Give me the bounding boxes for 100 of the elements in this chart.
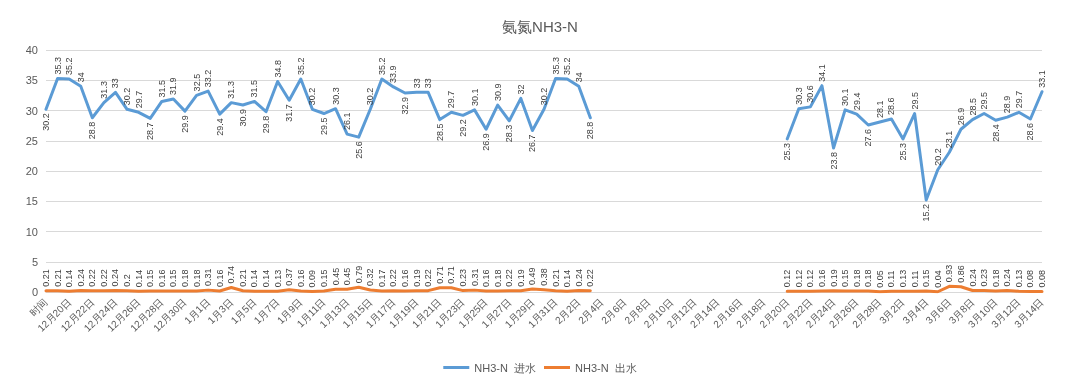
data-label: 29.7 [446, 90, 457, 109]
data-label: 28.5 [434, 123, 445, 142]
data-label: 0.37 [284, 268, 295, 286]
data-label: 0.22 [98, 269, 109, 287]
data-label: 29.4 [214, 118, 225, 136]
data-label: 29.5 [979, 91, 990, 110]
y-tick-label: 35 [25, 74, 38, 87]
data-label: 30.9 [492, 83, 503, 102]
data-label: 34 [573, 72, 584, 83]
data-label: 34.1 [816, 64, 827, 82]
data-label: 30.3 [793, 87, 804, 105]
y-tick-label: 25 [25, 134, 38, 147]
data-label: 0.15 [840, 269, 851, 288]
data-label: 31.3 [226, 81, 237, 99]
data-label: 30.1 [840, 88, 851, 106]
data-label: 28.6 [886, 97, 897, 115]
data-label: 0.04 [932, 270, 943, 288]
data-label: 26.1 [342, 112, 353, 131]
data-label: 0.15 [921, 269, 932, 288]
data-label: 30.2 [122, 87, 133, 106]
data-label: 0.08 [1025, 269, 1036, 288]
data-label: 0.16 [816, 269, 827, 288]
data-label: 0.21 [41, 269, 51, 287]
data-label: 0.2 [122, 274, 133, 287]
data-label: 0.45 [330, 267, 341, 286]
data-label: 31.7 [284, 104, 295, 122]
data-label: 30.2 [539, 87, 549, 106]
legend-label: NH3-N 进水 [474, 361, 537, 374]
data-label: 0.19 [411, 269, 422, 287]
data-label: 35.2 [376, 57, 387, 76]
data-label: 35.3 [52, 56, 63, 75]
data-label: 32.9 [400, 96, 411, 115]
data-label: 0.13 [272, 269, 283, 288]
data-label: 34 [75, 72, 86, 83]
data-label: 23.1 [944, 130, 955, 149]
data-label: 0.24 [573, 269, 584, 287]
data-label: 28.8 [87, 121, 98, 140]
data-label: 28.5 [967, 98, 978, 116]
data-label: 20.2 [932, 148, 943, 166]
data-label: 0.23 [979, 269, 990, 287]
data-label: 29.8 [261, 115, 272, 134]
data-label: 0.05 [874, 270, 885, 288]
data-label: 35.2 [562, 57, 573, 76]
data-label: 0.14 [562, 269, 573, 288]
data-label: 30.2 [365, 87, 376, 106]
data-label: 0.22 [423, 269, 434, 287]
data-label: 0.18 [191, 269, 202, 287]
data-label: 0.18 [179, 269, 190, 287]
data-label: 25.3 [782, 142, 793, 161]
data-label: 0.16 [295, 269, 306, 288]
data-label: 0.15 [168, 269, 179, 288]
data-label: 28.7 [145, 122, 156, 140]
data-label: 0.71 [446, 266, 457, 284]
data-label: 0.15 [145, 269, 156, 288]
data-label: 25.3 [898, 142, 909, 161]
data-label: 0.93 [944, 264, 955, 283]
data-label: 0.22 [87, 269, 98, 287]
data-label: 0.16 [214, 269, 225, 288]
data-label: 0.14 [249, 269, 260, 288]
data-label: 0.14 [64, 269, 75, 288]
chart-title: 氨氮NH3-N [502, 18, 578, 35]
data-label: 0.21 [52, 269, 63, 287]
data-label: 0.38 [539, 268, 549, 286]
data-label: 0.32 [365, 268, 376, 287]
data-label: 0.12 [805, 269, 816, 288]
data-label: 0.86 [955, 265, 966, 283]
data-label: 31.3 [98, 81, 109, 99]
data-label: 30.1 [469, 88, 480, 106]
data-label: 29.9 [179, 115, 190, 133]
data-label: 0.18 [851, 269, 862, 287]
data-label: 30.9 [237, 109, 248, 127]
data-label: 0.18 [492, 269, 503, 287]
y-tick-label: 15 [25, 195, 38, 208]
data-label: 0.11 [886, 270, 897, 288]
data-label: 0.14 [133, 269, 144, 288]
data-label: 0.19 [828, 269, 839, 287]
data-label: 0.45 [342, 267, 353, 286]
data-label: 30.2 [307, 87, 318, 106]
y-tick-label: 10 [25, 225, 38, 238]
data-label: 31.9 [168, 77, 179, 95]
data-label: 0.12 [782, 269, 793, 288]
data-label: 0.16 [400, 269, 411, 288]
data-label: 0.16 [156, 269, 167, 288]
data-label: 0.13 [898, 269, 909, 288]
data-label: 31.5 [156, 79, 167, 98]
data-label: 35.2 [295, 57, 306, 76]
data-label: 0.15 [318, 269, 329, 288]
data-label: 0.22 [585, 269, 596, 287]
data-label: 33 [110, 78, 121, 89]
data-label: 0.24 [967, 269, 978, 287]
data-label: 31.5 [249, 79, 260, 98]
data-label: 0.17 [376, 269, 387, 287]
data-label: 29.5 [909, 91, 920, 110]
data-label: 29.7 [1013, 90, 1024, 109]
data-label: 26.7 [527, 134, 538, 152]
data-label: 0.13 [1013, 269, 1024, 288]
data-label: 0.11 [909, 270, 920, 288]
data-label: 33.9 [388, 65, 399, 83]
data-label: 0.74 [226, 265, 237, 284]
data-label: 0.08 [1037, 269, 1047, 288]
